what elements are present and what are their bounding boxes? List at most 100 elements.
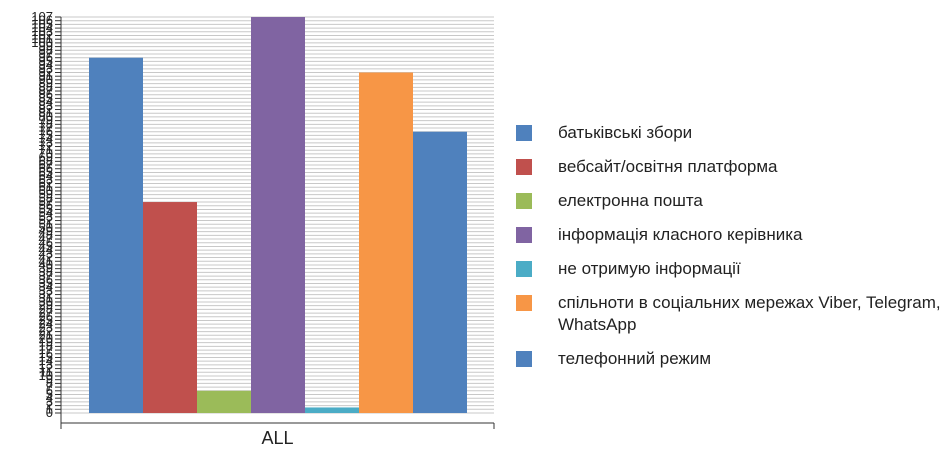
legend-swatch — [516, 125, 532, 141]
y-tick-label: 4 — [46, 390, 53, 405]
y-tick-label: 101 — [31, 31, 53, 46]
legend-swatch — [516, 159, 532, 175]
axes: ALL — [55, 16, 495, 448]
legend-swatch — [516, 227, 532, 243]
y-tick-label: 26 — [39, 309, 53, 324]
legend: батьківські збори вебсайт/освітня платфор… — [516, 122, 942, 382]
y-tick-label: 23 — [39, 320, 53, 335]
legend-swatch — [516, 261, 532, 277]
bar — [359, 72, 413, 414]
y-tick-label: 0 — [46, 405, 53, 420]
y-tick-label: 39 — [39, 261, 53, 276]
y-tick-label: 59 — [39, 187, 53, 202]
y-tick-label: 43 — [39, 246, 53, 261]
legend-swatch — [516, 193, 532, 209]
y-tick-label: 85 — [39, 90, 53, 105]
y-tick-label: 99 — [39, 39, 53, 54]
bar — [413, 131, 467, 413]
y-tick-label: 11 — [40, 364, 54, 379]
y-tick-label: 76 — [39, 124, 53, 139]
y-tick-label: 82 — [39, 102, 53, 117]
y-tick-label: 98 — [39, 42, 53, 57]
y-tick-label: 75 — [39, 127, 53, 142]
legend-item: інформація класного керівника — [516, 224, 942, 246]
y-tick-label: 88 — [39, 79, 53, 94]
y-tick-label: 13 — [39, 357, 53, 372]
y-tick-label: 89 — [39, 76, 53, 91]
y-tick-label: 28 — [39, 301, 53, 316]
y-tick-label: 71 — [39, 142, 53, 157]
legend-label: спільноти в соціальних мережах Viber, Te… — [558, 293, 941, 334]
y-tick-label: 6 — [46, 383, 53, 398]
bar — [143, 202, 197, 413]
y-tick-label: 37 — [39, 268, 53, 283]
y-tick-label: 41 — [39, 253, 53, 268]
y-tick-label: 103 — [31, 24, 53, 39]
y-tick-label: 60 — [39, 183, 53, 198]
legend-item: вебсайт/освітня платформа — [516, 156, 942, 178]
y-tick-label: 91 — [39, 68, 53, 83]
y-tick-label: 17 — [39, 342, 53, 357]
y-tick-labels: 0123456789101112131415161718192021222324… — [31, 9, 53, 420]
y-tick-label: 7 — [46, 379, 53, 394]
y-tick-label: 73 — [39, 135, 53, 150]
y-tick-label: 32 — [39, 287, 53, 302]
y-tick-label: 61 — [39, 179, 53, 194]
y-tick-label: 48 — [39, 227, 53, 242]
y-tick-label: 15 — [39, 349, 53, 364]
y-tick-label: 49 — [39, 224, 53, 239]
y-tick-label: 25 — [39, 312, 53, 327]
legend-item: електронна пошта — [516, 190, 942, 212]
y-tick-label: 63 — [39, 172, 53, 187]
y-tick-label: 77 — [39, 120, 53, 135]
y-tick-label: 51 — [39, 216, 53, 231]
y-tick-label: 105 — [31, 16, 53, 31]
y-tick-label: 50 — [39, 220, 53, 235]
y-tick-label: 70 — [39, 146, 53, 161]
y-tick-label: 29 — [39, 298, 53, 313]
y-tick-label: 30 — [39, 294, 53, 309]
y-tick-label: 64 — [39, 168, 53, 183]
legend-item: не отримую інформації — [516, 258, 942, 280]
y-tick-label: 31 — [39, 290, 53, 305]
y-tick-label: 65 — [39, 164, 53, 179]
y-tick-label: 35 — [39, 275, 53, 290]
y-tick-label: 34 — [39, 279, 53, 294]
bar — [305, 407, 359, 413]
y-tick-label: 46 — [39, 235, 53, 250]
y-tick-label: 47 — [39, 231, 53, 246]
legend-item: батьківські збори — [516, 122, 942, 144]
y-tick-label: 21 — [39, 327, 53, 342]
y-tick-label: 96 — [39, 50, 53, 65]
y-tick-label: 80 — [39, 109, 53, 124]
y-tick-label: 68 — [39, 153, 53, 168]
bar — [197, 390, 251, 413]
y-tick-label: 79 — [39, 113, 53, 128]
y-tick-label: 93 — [39, 61, 53, 76]
y-tick-label: 104 — [31, 20, 53, 35]
y-tick-label: 102 — [31, 28, 53, 43]
y-tick-label: 5 — [46, 386, 53, 401]
y-tick-label: 33 — [39, 283, 53, 298]
y-tick-label: 14 — [39, 353, 53, 368]
y-tick-label: 78 — [39, 116, 53, 131]
y-tick-label: 8 — [46, 375, 53, 390]
legend-label: батьківські збори — [558, 123, 693, 142]
y-tick-label: 84 — [39, 94, 53, 109]
y-tick-label: 1 — [46, 401, 53, 416]
y-tick-label: 42 — [39, 250, 53, 265]
bar — [251, 17, 305, 413]
y-tick-label: 3 — [46, 394, 53, 409]
legend-label: інформація класного керівника — [558, 225, 803, 244]
legend-label: вебсайт/освітня платформа — [558, 157, 778, 176]
y-tick-label: 22 — [39, 324, 53, 339]
y-tick-label: 72 — [39, 139, 53, 154]
y-tick-label: 54 — [39, 205, 53, 220]
y-tick-label: 44 — [39, 242, 53, 257]
y-tick-label: 67 — [39, 157, 53, 172]
y-tick-label: 81 — [39, 105, 53, 120]
y-tick-label: 69 — [39, 150, 53, 165]
y-tick-label: 87 — [39, 83, 53, 98]
y-tick-label: 86 — [39, 87, 53, 102]
